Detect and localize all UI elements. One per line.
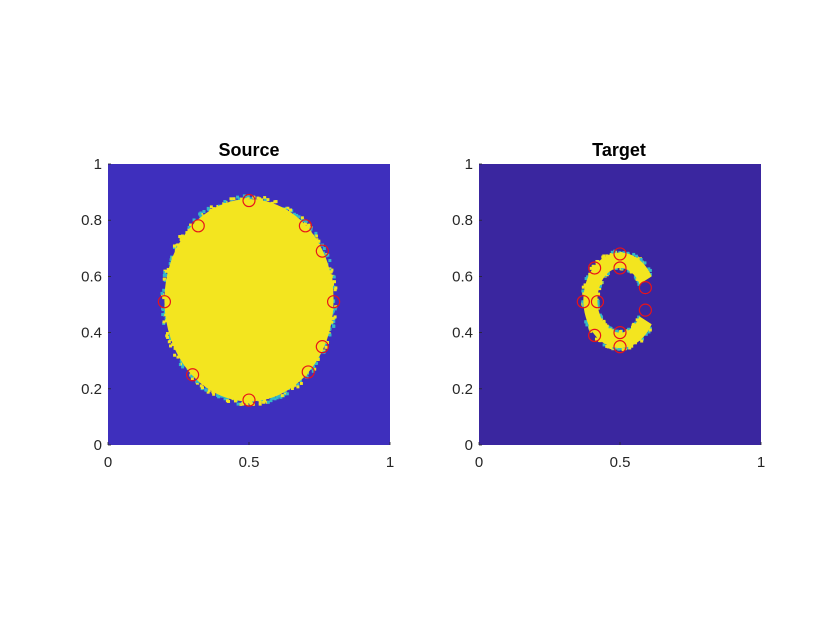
target-x-tick-label-0: 0 [475, 454, 483, 471]
target-x-tick-label-2: 1 [757, 454, 765, 471]
target-marker-8 [613, 326, 627, 340]
target-marker-9 [613, 340, 627, 354]
target-plot-area [479, 164, 761, 445]
target-marker-1 [588, 261, 602, 275]
target-marker-5 [590, 295, 605, 309]
source-region [164, 199, 334, 402]
target-marker-0 [613, 247, 627, 261]
source-x-tick-label-2: 1 [386, 454, 394, 471]
source-plot-area [108, 164, 390, 445]
source-y-ticks: 0 0.2 0.4 0.6 0.8 1 [81, 156, 111, 454]
source-panel: Source 00.20.40.60.81 0 0.5 1 [81, 140, 394, 471]
target-panel: Target 00.20.40.60.81 0 0.5 1 [452, 140, 765, 471]
target-marker-7 [588, 328, 602, 343]
target-x-tick-label-1: 0.5 [610, 454, 631, 471]
source-marker-8 [186, 368, 200, 382]
source-y-tick-label-2: 0.4 [81, 325, 102, 342]
target-region [583, 252, 652, 349]
target-marker-3 [638, 281, 652, 295]
target-marker-2 [613, 261, 627, 275]
target-marker-4 [576, 295, 590, 309]
source-y-tick-label-1: 0.2 [81, 381, 102, 398]
target-y-tick-label-3: 0.6 [452, 268, 473, 285]
source-x-tick-label-0: 0 [104, 454, 112, 471]
target-y-tick-label-0: 0 [465, 437, 473, 454]
source-marker-6 [315, 340, 329, 354]
source-marker-0 [242, 193, 256, 208]
target-y-ticks: 0 0.2 0.4 0.6 0.8 1 [452, 156, 482, 454]
source-title: Source [218, 140, 279, 160]
source-y-tick-label-5: 1 [94, 156, 102, 173]
source-marker-5 [327, 295, 341, 309]
source-x-ticks: 0 0.5 1 [104, 442, 394, 471]
target-x-ticks: 0 0.5 1 [475, 442, 765, 471]
source-marker-4 [157, 295, 171, 309]
target-title: Target [592, 140, 646, 160]
target-y-tick-label-1: 0.2 [452, 381, 473, 398]
target-y-tick-label-2: 0.4 [452, 325, 473, 342]
source-y-tick-label-0: 0 [94, 437, 102, 454]
source-x-tick-label-1: 0.5 [239, 454, 260, 471]
source-marker-2 [298, 219, 312, 233]
source-y-tick-label-4: 0.8 [81, 212, 102, 229]
source-y-tick-label-3: 0.6 [81, 268, 102, 285]
source-marker-9 [242, 393, 256, 407]
target-background [479, 164, 761, 445]
target-marker-6 [638, 303, 652, 317]
source-marker-1 [191, 219, 205, 233]
target-y-tick-label-5: 1 [465, 156, 473, 173]
target-y-tick-label-4: 0.8 [452, 212, 473, 229]
source-marker-7 [301, 365, 315, 379]
source-marker-3 [315, 244, 329, 258]
